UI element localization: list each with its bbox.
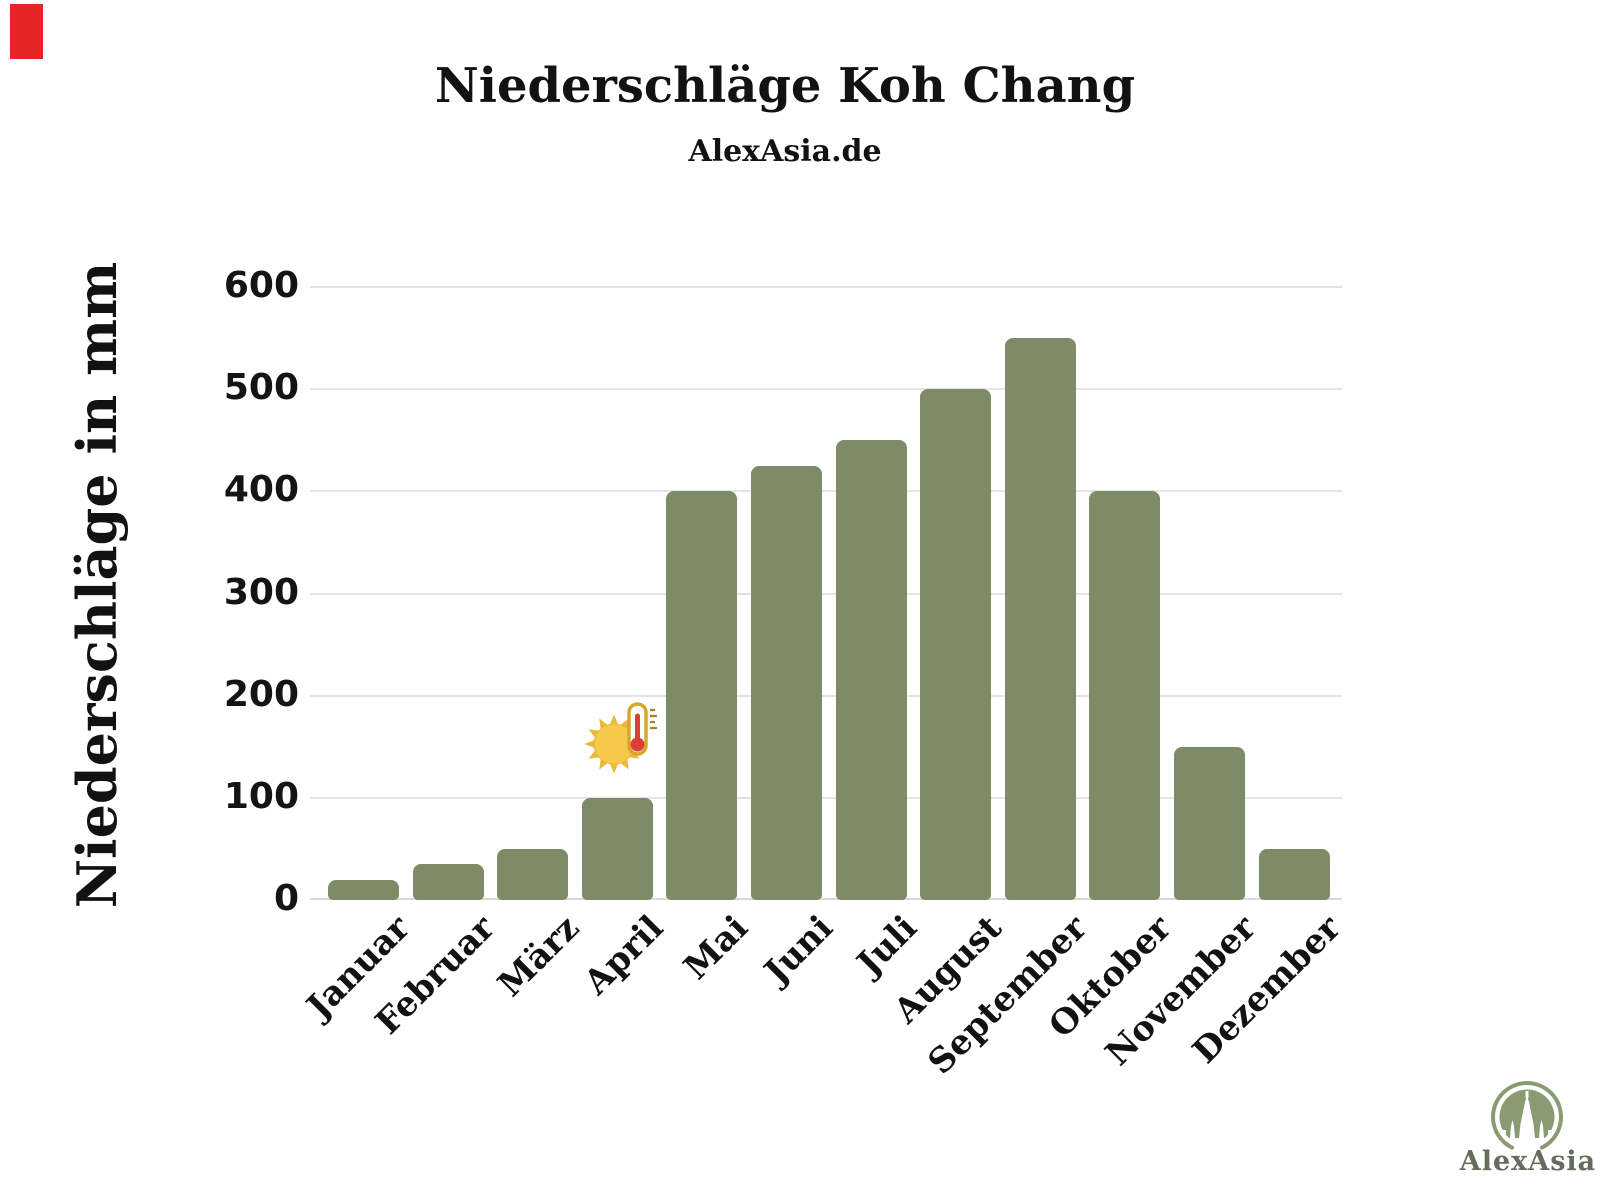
bar-februar — [412, 864, 484, 900]
bar-oktober — [1089, 491, 1161, 900]
x-label-mai: Mai — [676, 908, 757, 988]
bar-november — [1174, 746, 1245, 900]
chart-title: Niederschläge Koh Chang — [434, 58, 1136, 114]
x-label-juli: Juli — [849, 908, 926, 984]
thermometer-glyph — [627, 702, 657, 756]
logo-text: AlexAsia — [1459, 1146, 1597, 1177]
logo-arc — [1491, 1081, 1563, 1150]
sun-disc — [594, 724, 634, 764]
alexasia-logo — [1466, 1066, 1590, 1166]
y-tick-label: 200 — [223, 673, 299, 715]
x-label-april: April — [576, 908, 672, 1003]
temple-silhouette — [1503, 1091, 1551, 1138]
gridline — [310, 388, 1342, 391]
y-tick-label: 300 — [223, 571, 299, 613]
red-corner-mark — [10, 4, 43, 59]
chart-subtitle: AlexAsia.de — [688, 134, 882, 169]
y-tick-label: 400 — [223, 469, 299, 511]
gridline — [310, 286, 1342, 288]
y-tick-label: 0 — [273, 878, 299, 919]
y-tick-label: 600 — [223, 265, 299, 306]
gridline — [310, 694, 1342, 697]
plot-area — [310, 286, 1342, 900]
y-tick-label: 500 — [223, 367, 299, 409]
x-label-märz: März — [490, 908, 587, 1005]
y-tick-label: 100 — [223, 775, 299, 817]
bar-april — [581, 797, 653, 900]
bar-märz — [497, 848, 569, 900]
bar-september — [1004, 338, 1076, 900]
gridline — [310, 796, 1342, 799]
gridline — [310, 490, 1342, 493]
bar-juli — [835, 440, 907, 900]
sun-thermometer-icon — [582, 698, 662, 778]
bar-august — [920, 389, 992, 900]
bar-dezember — [1258, 848, 1330, 900]
bar-juni — [751, 465, 822, 900]
bar-mai — [666, 491, 738, 900]
bar-januar — [328, 879, 399, 900]
x-axis-line — [310, 898, 1342, 900]
gridline — [310, 592, 1342, 595]
x-label-juni: Juni — [757, 908, 841, 992]
y-axis-title: Niederschläge in mm — [65, 261, 129, 909]
